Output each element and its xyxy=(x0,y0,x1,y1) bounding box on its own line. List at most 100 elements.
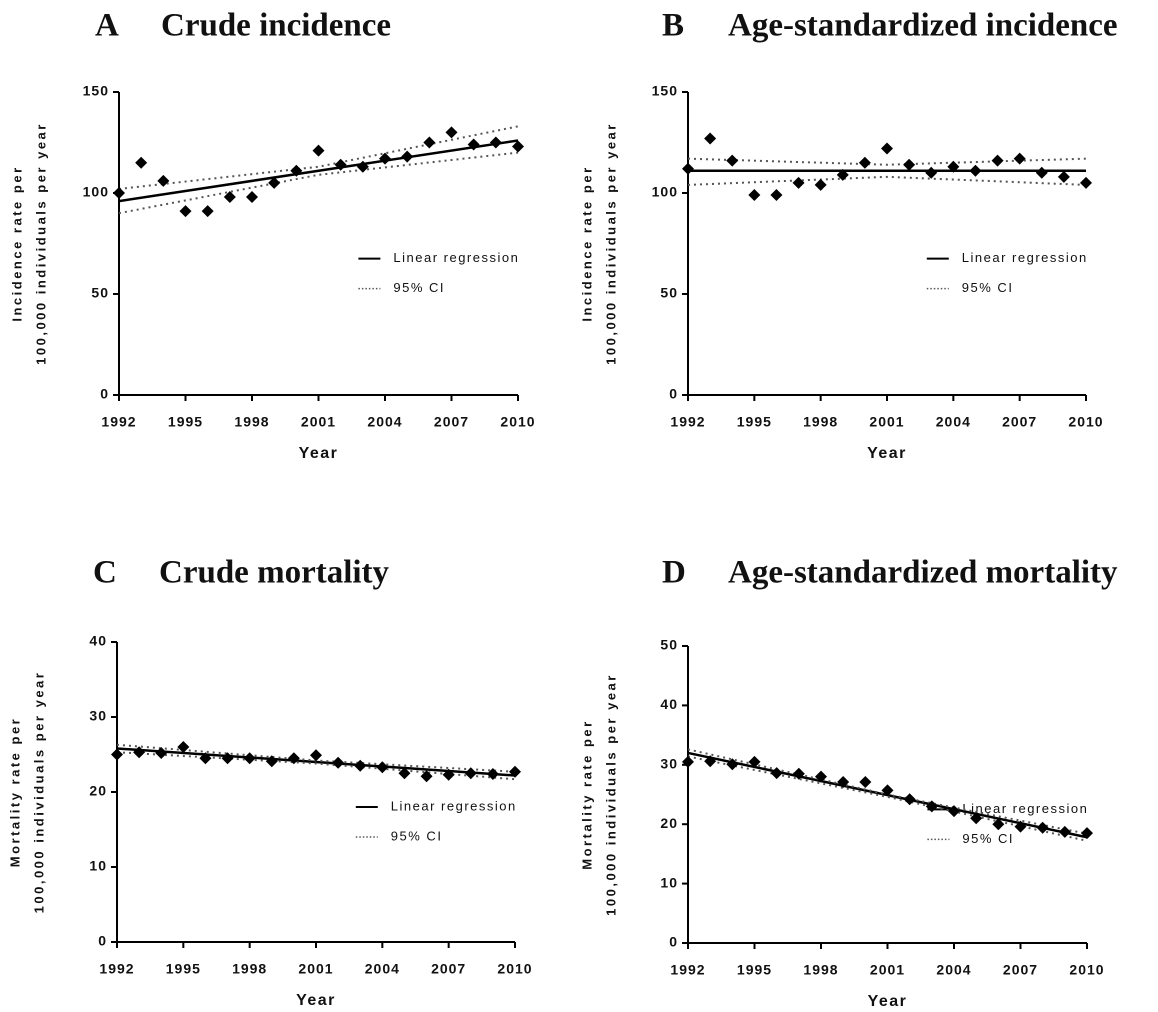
data-point xyxy=(792,176,805,189)
y-axis-label: 100,000 individuals per year xyxy=(603,122,618,365)
data-point xyxy=(1014,820,1027,833)
y-axis-label: Incidence rate per xyxy=(9,165,24,321)
x-axis-label: Year xyxy=(867,445,907,462)
data-point xyxy=(815,770,827,783)
panel-title: Age-standardized incidence xyxy=(728,8,1118,44)
data-point xyxy=(925,800,938,813)
data-point xyxy=(157,174,170,187)
x-tick-label: 2004 xyxy=(365,961,400,977)
data-point xyxy=(726,154,739,167)
y-axis-label: Mortality rate per xyxy=(579,719,594,869)
data-point xyxy=(858,156,871,169)
y-tick-label: 40 xyxy=(89,633,107,649)
data-point xyxy=(201,205,214,218)
panel-letter: B xyxy=(662,8,684,44)
y-axis-label: Incidence rate per xyxy=(579,165,594,321)
data-point xyxy=(354,759,367,772)
x-axis-label: Year xyxy=(868,993,908,1010)
data-point xyxy=(512,140,524,153)
x-tick-label: 2001 xyxy=(298,961,333,977)
data-point xyxy=(268,176,281,189)
ci-line xyxy=(118,125,519,190)
data-point xyxy=(969,164,982,177)
y-tick-label: 10 xyxy=(660,874,678,890)
data-point xyxy=(748,755,761,768)
data-point xyxy=(401,150,414,163)
y-axis-label: 100,000 individuals per year xyxy=(33,122,48,365)
x-tick-label: 2001 xyxy=(301,414,336,430)
y-tick-label: 30 xyxy=(660,756,678,772)
x-tick-label: 2004 xyxy=(936,962,971,978)
x-tick-label: 2004 xyxy=(936,414,971,430)
panel-title: Crude incidence xyxy=(161,8,391,44)
data-point xyxy=(379,152,391,165)
panel-letter: D xyxy=(662,555,686,591)
legend-label: Linear regression xyxy=(962,250,1088,265)
y-tick-label: 0 xyxy=(669,386,678,402)
y-tick-label: 100 xyxy=(652,184,678,200)
data-point xyxy=(135,156,148,169)
data-point xyxy=(509,765,521,778)
data-point xyxy=(859,776,872,789)
data-point xyxy=(992,818,1005,831)
ci-line xyxy=(116,751,516,781)
data-point xyxy=(177,741,190,753)
x-tick-label: 1992 xyxy=(101,414,136,430)
y-axis-label: 100,000 individuals per year xyxy=(31,671,46,914)
y-axis-label: 100,000 individuals per year xyxy=(603,673,618,916)
data-point xyxy=(376,761,389,774)
y-tick-label: 50 xyxy=(91,285,109,301)
legend-label: 95% CI xyxy=(393,280,445,295)
data-point xyxy=(704,755,717,768)
data-point xyxy=(1081,827,1093,840)
x-tick-label: 1998 xyxy=(803,962,838,978)
legend-label: Linear regression xyxy=(391,798,517,813)
data-point xyxy=(1057,170,1070,183)
data-point xyxy=(265,755,278,768)
x-tick-label: 1992 xyxy=(670,414,705,430)
legend-label: 95% CI xyxy=(962,280,1014,295)
data-point xyxy=(310,749,322,762)
data-point xyxy=(1080,176,1092,189)
data-point xyxy=(423,136,436,149)
data-point xyxy=(1036,821,1049,834)
x-tick-label: 1995 xyxy=(166,961,201,977)
x-tick-label: 1992 xyxy=(99,961,134,977)
data-point xyxy=(881,784,894,797)
y-tick-label: 10 xyxy=(89,858,107,874)
data-point xyxy=(770,767,783,780)
data-point xyxy=(489,136,502,149)
data-point xyxy=(464,767,477,780)
data-point xyxy=(398,767,411,780)
y-axis-label: Mortality rate per xyxy=(7,717,22,867)
data-point xyxy=(133,746,146,759)
y-tick-label: 40 xyxy=(660,696,678,712)
y-tick-label: 0 xyxy=(669,934,678,950)
data-point xyxy=(948,805,960,818)
data-point xyxy=(179,205,192,218)
data-point xyxy=(970,812,983,825)
ci-line xyxy=(687,175,1087,186)
y-tick-label: 100 xyxy=(83,184,109,200)
data-point xyxy=(113,187,125,199)
x-tick-label: 2010 xyxy=(497,961,532,977)
y-tick-label: 150 xyxy=(652,83,678,99)
x-tick-label: 2001 xyxy=(870,962,905,978)
x-tick-label: 2010 xyxy=(1068,414,1103,430)
data-point xyxy=(726,758,739,771)
x-tick-label: 1998 xyxy=(234,414,269,430)
x-axis-label: Year xyxy=(299,445,339,462)
data-point xyxy=(1013,152,1026,165)
data-point xyxy=(221,752,234,765)
x-tick-label: 2007 xyxy=(1002,414,1037,430)
data-point xyxy=(837,776,850,789)
x-tick-label: 1998 xyxy=(232,961,267,977)
x-tick-label: 2007 xyxy=(431,961,466,977)
panel-title: Age-standardized mortality xyxy=(728,555,1118,591)
x-tick-label: 1995 xyxy=(737,962,772,978)
x-tick-label: 2001 xyxy=(869,414,904,430)
data-point xyxy=(334,158,347,171)
panel-letter: A xyxy=(95,8,119,44)
data-point xyxy=(486,768,499,780)
